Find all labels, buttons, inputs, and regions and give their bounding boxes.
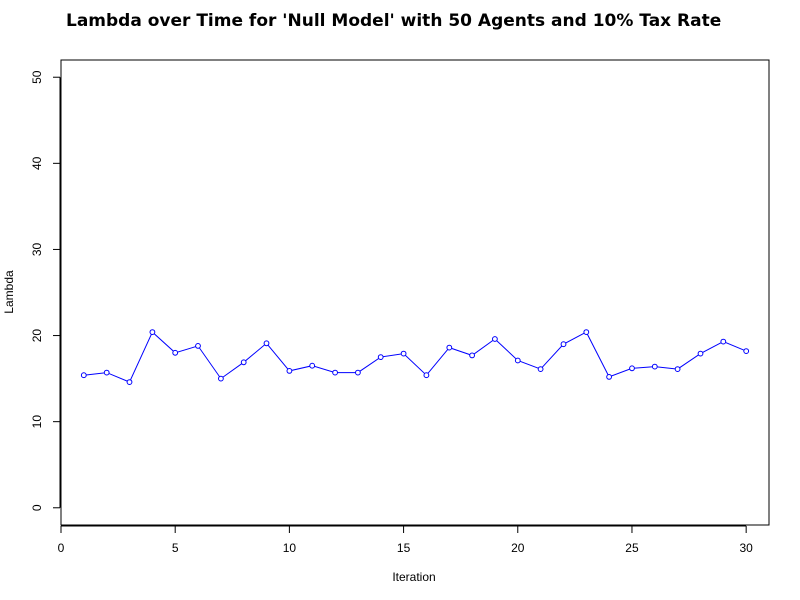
x-tick-label: 5 — [172, 541, 179, 555]
data-point — [103, 369, 110, 376]
x-tick-label: 15 — [397, 541, 411, 555]
data-point — [377, 354, 384, 361]
x-axis-title: Iteration — [392, 570, 435, 584]
y-tick-label: 10 — [30, 415, 44, 429]
data-point — [651, 363, 658, 370]
x-tick-label: 30 — [739, 541, 753, 555]
data-point — [172, 349, 179, 356]
series-line — [83, 331, 747, 383]
data-point — [80, 372, 87, 379]
data-point — [263, 340, 270, 347]
data-point — [583, 329, 590, 336]
data-point — [240, 359, 247, 366]
data-point — [309, 362, 316, 369]
y-tick-label: 20 — [30, 329, 44, 343]
data-point — [218, 375, 224, 382]
y-axis: 0 10 20 30 40 50 — [30, 70, 61, 511]
x-tick-label: 20 — [511, 541, 525, 555]
data-point — [332, 369, 339, 376]
data-point — [537, 366, 544, 373]
y-tick-label: 30 — [30, 242, 44, 256]
data-point — [514, 357, 521, 364]
data-point — [674, 366, 681, 373]
x-axis: 0 5 10 15 20 25 30 — [58, 525, 753, 555]
series-group — [80, 329, 750, 386]
data-point — [606, 374, 612, 380]
data-point — [743, 348, 750, 355]
data-point — [195, 343, 201, 349]
data-point — [697, 350, 704, 357]
x-tick-label: 10 — [283, 541, 297, 555]
data-point — [629, 365, 635, 372]
y-axis-title: Lambda — [2, 270, 16, 314]
data-point — [286, 368, 293, 374]
data-point — [126, 379, 133, 386]
data-point — [400, 350, 407, 357]
data-point — [492, 336, 498, 342]
data-point — [446, 344, 453, 351]
x-tick-label: 0 — [58, 541, 65, 555]
y-tick-label: 50 — [30, 70, 44, 84]
y-tick-label: 0 — [30, 504, 44, 511]
data-point — [720, 338, 727, 345]
data-point — [423, 372, 430, 379]
data-point — [149, 329, 156, 336]
data-point — [355, 369, 361, 376]
plot-frame — [60, 59, 770, 526]
data-point — [560, 341, 567, 348]
y-tick-label: 40 — [30, 156, 44, 170]
x-tick-label: 25 — [625, 541, 639, 555]
data-point — [469, 352, 476, 359]
chart-title: Lambda over Time for 'Null Model' with 5… — [66, 11, 722, 31]
